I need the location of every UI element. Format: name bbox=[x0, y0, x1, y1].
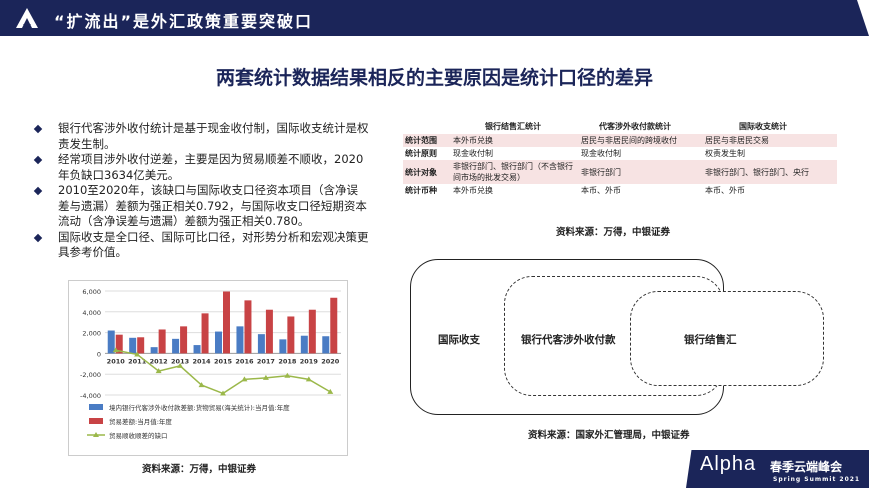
bullet-list: 银行代客涉外收付统计是基于现金收付制，国际收支统计是权责发生制。 经常项目涉外收… bbox=[33, 121, 369, 261]
bar-bank-receipts bbox=[279, 339, 287, 354]
col-header: 银行结售汇统计 bbox=[485, 121, 541, 131]
table-source: 资料来源：万得，中银证券 bbox=[556, 227, 671, 238]
line-marker bbox=[112, 347, 119, 353]
line-marker bbox=[220, 390, 226, 396]
x-tick-label: 2011 bbox=[128, 357, 147, 365]
bullet-item: 银行代客涉外收付统计是基于现金收付制，国际收支统计是权责发生制。 bbox=[33, 121, 369, 152]
bar-bank-receipts bbox=[193, 345, 201, 354]
legend-label: 贸易差额:当月值:年度 bbox=[109, 417, 172, 426]
y-tick-label: 0 bbox=[97, 350, 101, 358]
x-tick-label: 2013 bbox=[171, 357, 189, 365]
bar-trade-balance bbox=[244, 300, 252, 354]
bar-line-chart: 6,000 4,000 2,000 0 -2,000 -4,000 2010 2011 2012… bbox=[80, 288, 341, 440]
x-tick-label: 2018 bbox=[278, 357, 297, 365]
x-tick-label: 2020 bbox=[321, 357, 340, 365]
line-marker bbox=[262, 374, 269, 380]
col-header: 代客涉外收付款统计 bbox=[599, 121, 671, 131]
bar-bank-receipts bbox=[172, 338, 180, 354]
legend-label: 贸易顺收顺差的缺口 bbox=[109, 431, 168, 440]
page-title: 两套统计数据结果相反的主要原因是统计口径的差异 bbox=[215, 67, 653, 89]
bar-trade-balance bbox=[180, 326, 188, 354]
bullet-item: 经常项目涉外收付逆差，主要是因为贸易顺差不顺收，2020年负缺口3634亿美元。 bbox=[33, 152, 369, 183]
y-tick-label: 2,000 bbox=[82, 330, 101, 338]
bar-bank-receipts bbox=[322, 336, 330, 354]
x-tick-label: 2017 bbox=[257, 357, 275, 365]
line-marker bbox=[134, 351, 141, 357]
bar-bank-receipts bbox=[129, 337, 137, 354]
bar-bank-receipts bbox=[236, 326, 244, 354]
legend-label: 境内银行代客涉外收付款差额:货物贸易(海关统计):当月值:年度 bbox=[109, 403, 290, 412]
line-marker bbox=[284, 372, 291, 378]
header-title: “扩流出”是外汇政策重要突破口 bbox=[54, 12, 314, 31]
x-tick-label: 2010 bbox=[107, 357, 126, 365]
table-row: 统计原则 现金收付制 现金收付制 权责发生制 bbox=[405, 148, 746, 158]
col-header: 国际收支统计 bbox=[739, 121, 788, 131]
header-bar: “扩流出”是外汇政策重要突破口 bbox=[0, 0, 869, 36]
bar-bank-receipts bbox=[300, 335, 308, 354]
x-tick-label: 2016 bbox=[235, 357, 254, 365]
bar-trade-balance bbox=[330, 297, 338, 354]
bar-trade-balance bbox=[265, 309, 273, 354]
legend-swatch bbox=[89, 404, 103, 410]
bar-bank-receipts bbox=[150, 347, 158, 354]
diagram-inner-box bbox=[630, 291, 824, 386]
y-tick-label: -2,000 bbox=[80, 371, 101, 379]
bar-bank-receipts bbox=[257, 334, 265, 354]
bar-trade-balance bbox=[201, 313, 209, 354]
table-row: 统计范围 本外币兑换 居民与非居民间的跨境收付 居民与非居民交易 bbox=[403, 134, 837, 147]
footer-brand: Alpha 春季云端峰会 Spring Summit 2021 bbox=[686, 450, 869, 488]
legend-swatch bbox=[89, 418, 103, 424]
logo-icon bbox=[16, 8, 38, 28]
bar-trade-balance bbox=[115, 334, 123, 354]
bar-trade-balance bbox=[137, 337, 145, 354]
x-tick-label: 2019 bbox=[300, 357, 319, 365]
bar-trade-balance bbox=[158, 329, 166, 354]
bar-bank-receipts bbox=[215, 331, 222, 354]
legend-marker bbox=[93, 432, 99, 437]
diagram-inner-label: 银行结售汇 bbox=[684, 334, 737, 346]
x-tick-label: 2014 bbox=[192, 357, 211, 365]
y-tick-label: 6,000 bbox=[82, 288, 101, 296]
bar-trade-balance bbox=[223, 291, 230, 354]
line-marker bbox=[198, 382, 205, 388]
diagram-source: 资料来源：国家外汇管理局，中银证券 bbox=[528, 430, 690, 441]
diagram-outer-label: 国际收支 bbox=[438, 334, 480, 346]
bullet-item: 国际收支是全口径、国际可比口径，对形势分析和宏观决策更具参考价值。 bbox=[33, 230, 369, 261]
brand-logo: Alpha bbox=[700, 453, 757, 475]
comparison-table: 银行结售汇统计 代客涉外收付款统计 国际收支统计 统计范围 本外币兑换 居民与非居民间的… bbox=[403, 119, 837, 197]
diagram-middle-label: 银行代客涉外收付款 bbox=[521, 334, 616, 346]
line-marker bbox=[305, 376, 312, 382]
table-row: 统计对象 非银行部门、银行部门（不含银行间市场的批发交易） 非银行部门 非银行部门、银… bbox=[403, 160, 837, 184]
line-marker bbox=[241, 376, 248, 382]
bar-bank-receipts bbox=[107, 330, 115, 354]
x-tick-label: 2015 bbox=[214, 357, 233, 365]
corner-decoration bbox=[857, 0, 869, 36]
bar-trade-balance bbox=[308, 309, 316, 354]
event-name: 春季云端峰会 bbox=[770, 460, 843, 474]
y-tick-label: -4,000 bbox=[80, 392, 101, 400]
bullet-item: 2010至2020年，该缺口与国际收支口径资本项目（含净误差与遗漏）差额为强正相… bbox=[33, 183, 369, 230]
event-subtitle: Spring Summit 2021 bbox=[773, 476, 861, 483]
bar-trade-balance bbox=[287, 316, 295, 354]
line-marker bbox=[327, 388, 334, 394]
chart-frame: 6,000 4,000 2,000 0 -2,000 -4,000 2010 2011 2012… bbox=[68, 280, 348, 456]
x-tick-label: 2012 bbox=[150, 357, 168, 365]
line-marker bbox=[155, 368, 162, 374]
table-row: 统计币种 本外币兑换 本币、外币 本币、外币 bbox=[405, 185, 746, 195]
chart-source: 资料来源：万得，中银证券 bbox=[142, 464, 257, 475]
line-marker bbox=[177, 362, 184, 368]
y-tick-label: 4,000 bbox=[82, 309, 101, 317]
